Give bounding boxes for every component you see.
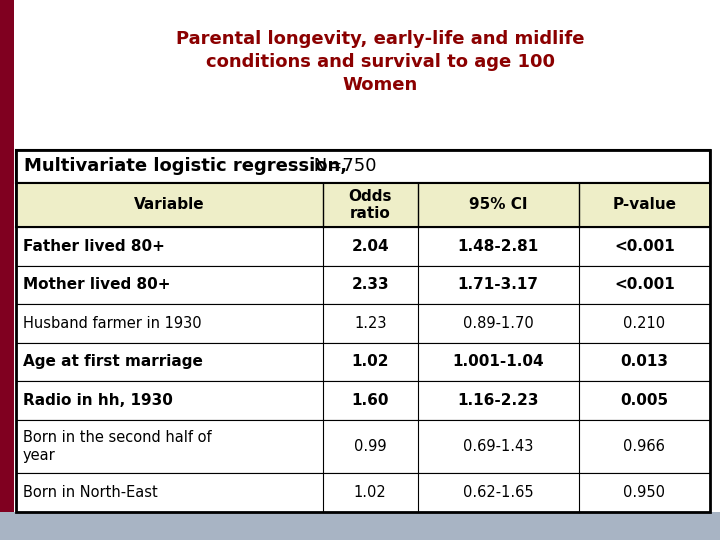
- Text: Born in the second half of
year: Born in the second half of year: [23, 430, 212, 463]
- Text: 0.966: 0.966: [624, 439, 665, 454]
- Text: 0.69-1.43: 0.69-1.43: [463, 439, 534, 454]
- Text: Husband farmer in 1930: Husband farmer in 1930: [23, 316, 202, 331]
- Text: 1.02: 1.02: [354, 485, 387, 500]
- Bar: [16, 183, 710, 227]
- Bar: [16, 266, 710, 304]
- Text: 0.62-1.65: 0.62-1.65: [463, 485, 534, 500]
- Text: <0.001: <0.001: [614, 277, 675, 292]
- Bar: [16, 342, 710, 381]
- Text: <0.001: <0.001: [614, 239, 675, 254]
- Text: Odds
ratio: Odds ratio: [348, 188, 392, 221]
- Text: 2.33: 2.33: [351, 277, 389, 292]
- Text: 1.001-1.04: 1.001-1.04: [452, 354, 544, 369]
- Text: 0.013: 0.013: [620, 354, 668, 369]
- Text: Father lived 80+: Father lived 80+: [23, 239, 165, 254]
- Text: 1.48-2.81: 1.48-2.81: [457, 239, 539, 254]
- Text: 95% CI: 95% CI: [469, 198, 527, 212]
- Text: 2.04: 2.04: [351, 239, 389, 254]
- Text: Age at first marriage: Age at first marriage: [23, 354, 203, 369]
- Text: 1.02: 1.02: [351, 354, 389, 369]
- Bar: [16, 420, 710, 474]
- Text: 0.99: 0.99: [354, 439, 387, 454]
- Text: 1.71-3.17: 1.71-3.17: [458, 277, 539, 292]
- Text: Multivariate logistic regression,: Multivariate logistic regression,: [24, 157, 347, 176]
- Text: P-value: P-value: [612, 198, 676, 212]
- Bar: [16, 381, 710, 420]
- Text: N=750: N=750: [308, 157, 377, 176]
- Bar: [0, 512, 720, 540]
- Text: 1.16-2.23: 1.16-2.23: [457, 393, 539, 408]
- Text: Mother lived 80+: Mother lived 80+: [23, 277, 171, 292]
- Text: Variable: Variable: [134, 198, 204, 212]
- Text: 1.23: 1.23: [354, 316, 387, 331]
- Bar: [16, 150, 710, 183]
- Text: 0.210: 0.210: [624, 316, 665, 331]
- Bar: [16, 304, 710, 342]
- Text: 0.89-1.70: 0.89-1.70: [463, 316, 534, 331]
- Text: Radio in hh, 1930: Radio in hh, 1930: [23, 393, 173, 408]
- Bar: [16, 227, 710, 266]
- Bar: [0, 0, 14, 512]
- Text: Parental longevity, early-life and midlife
conditions and survival to age 100
Wo: Parental longevity, early-life and midli…: [176, 30, 584, 94]
- Text: Born in North-East: Born in North-East: [23, 485, 158, 500]
- Bar: [16, 474, 710, 512]
- Text: 0.950: 0.950: [624, 485, 665, 500]
- Text: 0.005: 0.005: [620, 393, 668, 408]
- Text: 1.60: 1.60: [351, 393, 389, 408]
- Bar: [16, 150, 710, 512]
